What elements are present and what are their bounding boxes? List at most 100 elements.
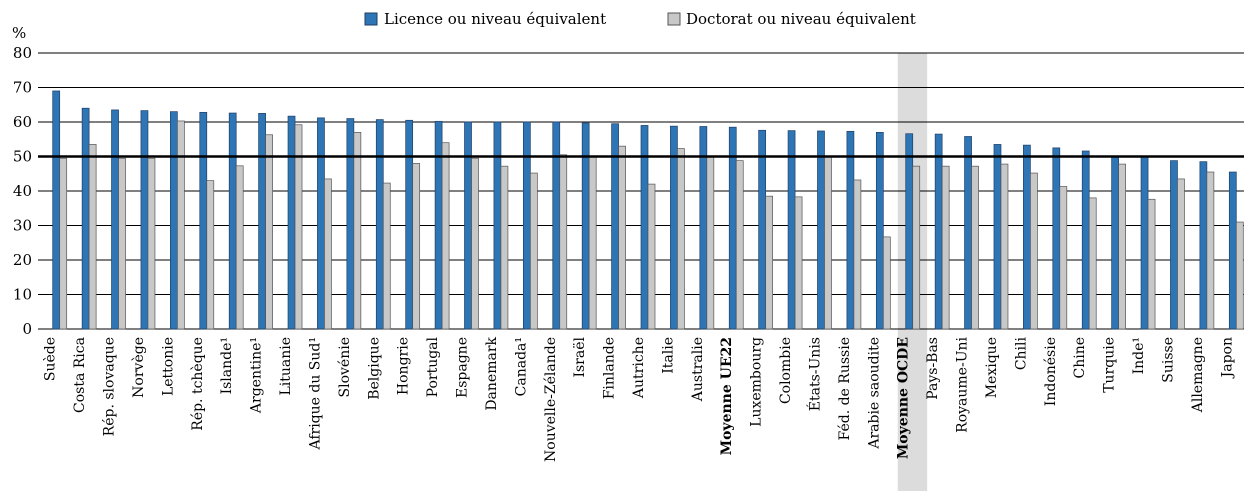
x-tick-label: Portugal xyxy=(425,336,441,397)
x-tick-label: Chili xyxy=(1013,336,1029,370)
bar xyxy=(765,195,774,330)
bar xyxy=(677,148,685,330)
bar xyxy=(228,112,237,330)
bar xyxy=(1147,198,1156,330)
bar xyxy=(493,121,502,330)
legend-label: Licence ou niveau équivalent xyxy=(384,10,606,28)
x-tick-label: Slovénie xyxy=(337,337,353,397)
bar xyxy=(941,165,950,330)
x-tick-label: Indonésie xyxy=(1043,337,1059,406)
legend-swatch xyxy=(364,12,378,26)
bar xyxy=(294,124,303,330)
x-tick-label: Autriche xyxy=(631,337,647,399)
bar xyxy=(647,183,656,330)
bar xyxy=(265,134,273,330)
x-tick-label: Lituanie xyxy=(278,337,294,396)
bar xyxy=(1023,144,1031,330)
bar xyxy=(787,130,796,330)
bar xyxy=(1228,171,1237,330)
x-tick-label: Israël xyxy=(572,336,588,377)
x-tick-label: Chine xyxy=(1072,337,1088,379)
x-tick-label: États-Unis xyxy=(805,337,823,411)
x-tick-label: Moyenne OCDE xyxy=(896,337,912,459)
legend-swatch xyxy=(667,12,681,26)
bar xyxy=(552,121,561,330)
bar xyxy=(581,122,590,330)
bar xyxy=(1140,156,1149,330)
x-tick-label: Inde¹ xyxy=(1131,337,1147,374)
bar xyxy=(317,117,325,330)
bar xyxy=(177,120,185,330)
bar xyxy=(706,156,715,330)
bar xyxy=(471,157,479,330)
bar xyxy=(147,157,156,330)
bar xyxy=(618,145,626,330)
x-tick-label: Mexique xyxy=(984,337,1000,398)
x-tick-label: Féd. de Russie xyxy=(837,337,853,440)
x-tick-label: Afrique du Sud¹ xyxy=(307,337,323,451)
bar xyxy=(81,107,90,330)
x-tick-label: Pays-Bas xyxy=(925,337,941,400)
x-tick-label: Lettonie xyxy=(160,337,176,396)
bar xyxy=(346,118,355,330)
bar xyxy=(964,136,972,330)
x-tick-label: Norvège xyxy=(131,337,147,398)
x-tick-label: Moyenne UE22 xyxy=(719,337,735,455)
x-tick-label: Costa Rica xyxy=(72,337,88,413)
bar xyxy=(434,120,443,330)
x-tick-label: Argentine¹ xyxy=(249,337,265,414)
x-tick-label: Turquie xyxy=(1102,337,1118,393)
bar xyxy=(1170,160,1178,330)
x-tick-label: Rép. tchèque xyxy=(190,337,206,431)
x-tick-label: Finlande xyxy=(602,337,618,399)
y-tick-label: 70 xyxy=(13,79,32,97)
bar xyxy=(912,165,921,330)
bar xyxy=(324,178,332,330)
x-tick-label: Italie xyxy=(660,337,676,374)
bar xyxy=(735,160,744,330)
bar xyxy=(1111,156,1119,330)
bar xyxy=(853,179,862,330)
bar xyxy=(52,90,61,330)
bar xyxy=(824,156,832,330)
bar xyxy=(88,144,97,330)
bar xyxy=(794,196,803,330)
bar xyxy=(258,113,266,330)
bar xyxy=(287,115,296,330)
bar xyxy=(140,110,149,330)
bar xyxy=(353,132,362,330)
bar xyxy=(1059,186,1068,330)
bar xyxy=(882,236,891,330)
bar xyxy=(441,142,450,330)
x-tick-label: Arabie saoudite xyxy=(866,337,882,450)
x-tick-label: Danemark xyxy=(484,336,500,410)
bar xyxy=(405,119,414,330)
bar xyxy=(199,111,208,330)
bar xyxy=(59,157,68,330)
x-tick-label: Suisse xyxy=(1160,337,1176,383)
x-tick-label: Royaume-Uni xyxy=(955,336,971,432)
bar xyxy=(1052,147,1061,330)
bar xyxy=(559,154,568,330)
bar xyxy=(1088,197,1097,330)
bar xyxy=(1206,171,1215,330)
bar xyxy=(1000,163,1009,330)
x-tick-label: Rép. slovaque xyxy=(102,337,118,436)
bar xyxy=(235,165,244,330)
x-tick-label: Hongrie xyxy=(396,337,412,395)
bar xyxy=(817,130,825,330)
bar xyxy=(118,157,126,330)
bar xyxy=(971,165,979,330)
bar xyxy=(464,121,472,330)
bar xyxy=(412,163,421,330)
bar xyxy=(758,129,767,330)
bar xyxy=(1177,178,1185,330)
bar xyxy=(382,182,391,330)
bar xyxy=(1030,172,1038,330)
bar xyxy=(375,119,384,330)
bar xyxy=(905,133,914,330)
bar xyxy=(1199,161,1208,330)
y-tick-label: 20 xyxy=(13,251,32,269)
y-tick-label: 0 xyxy=(22,320,32,338)
